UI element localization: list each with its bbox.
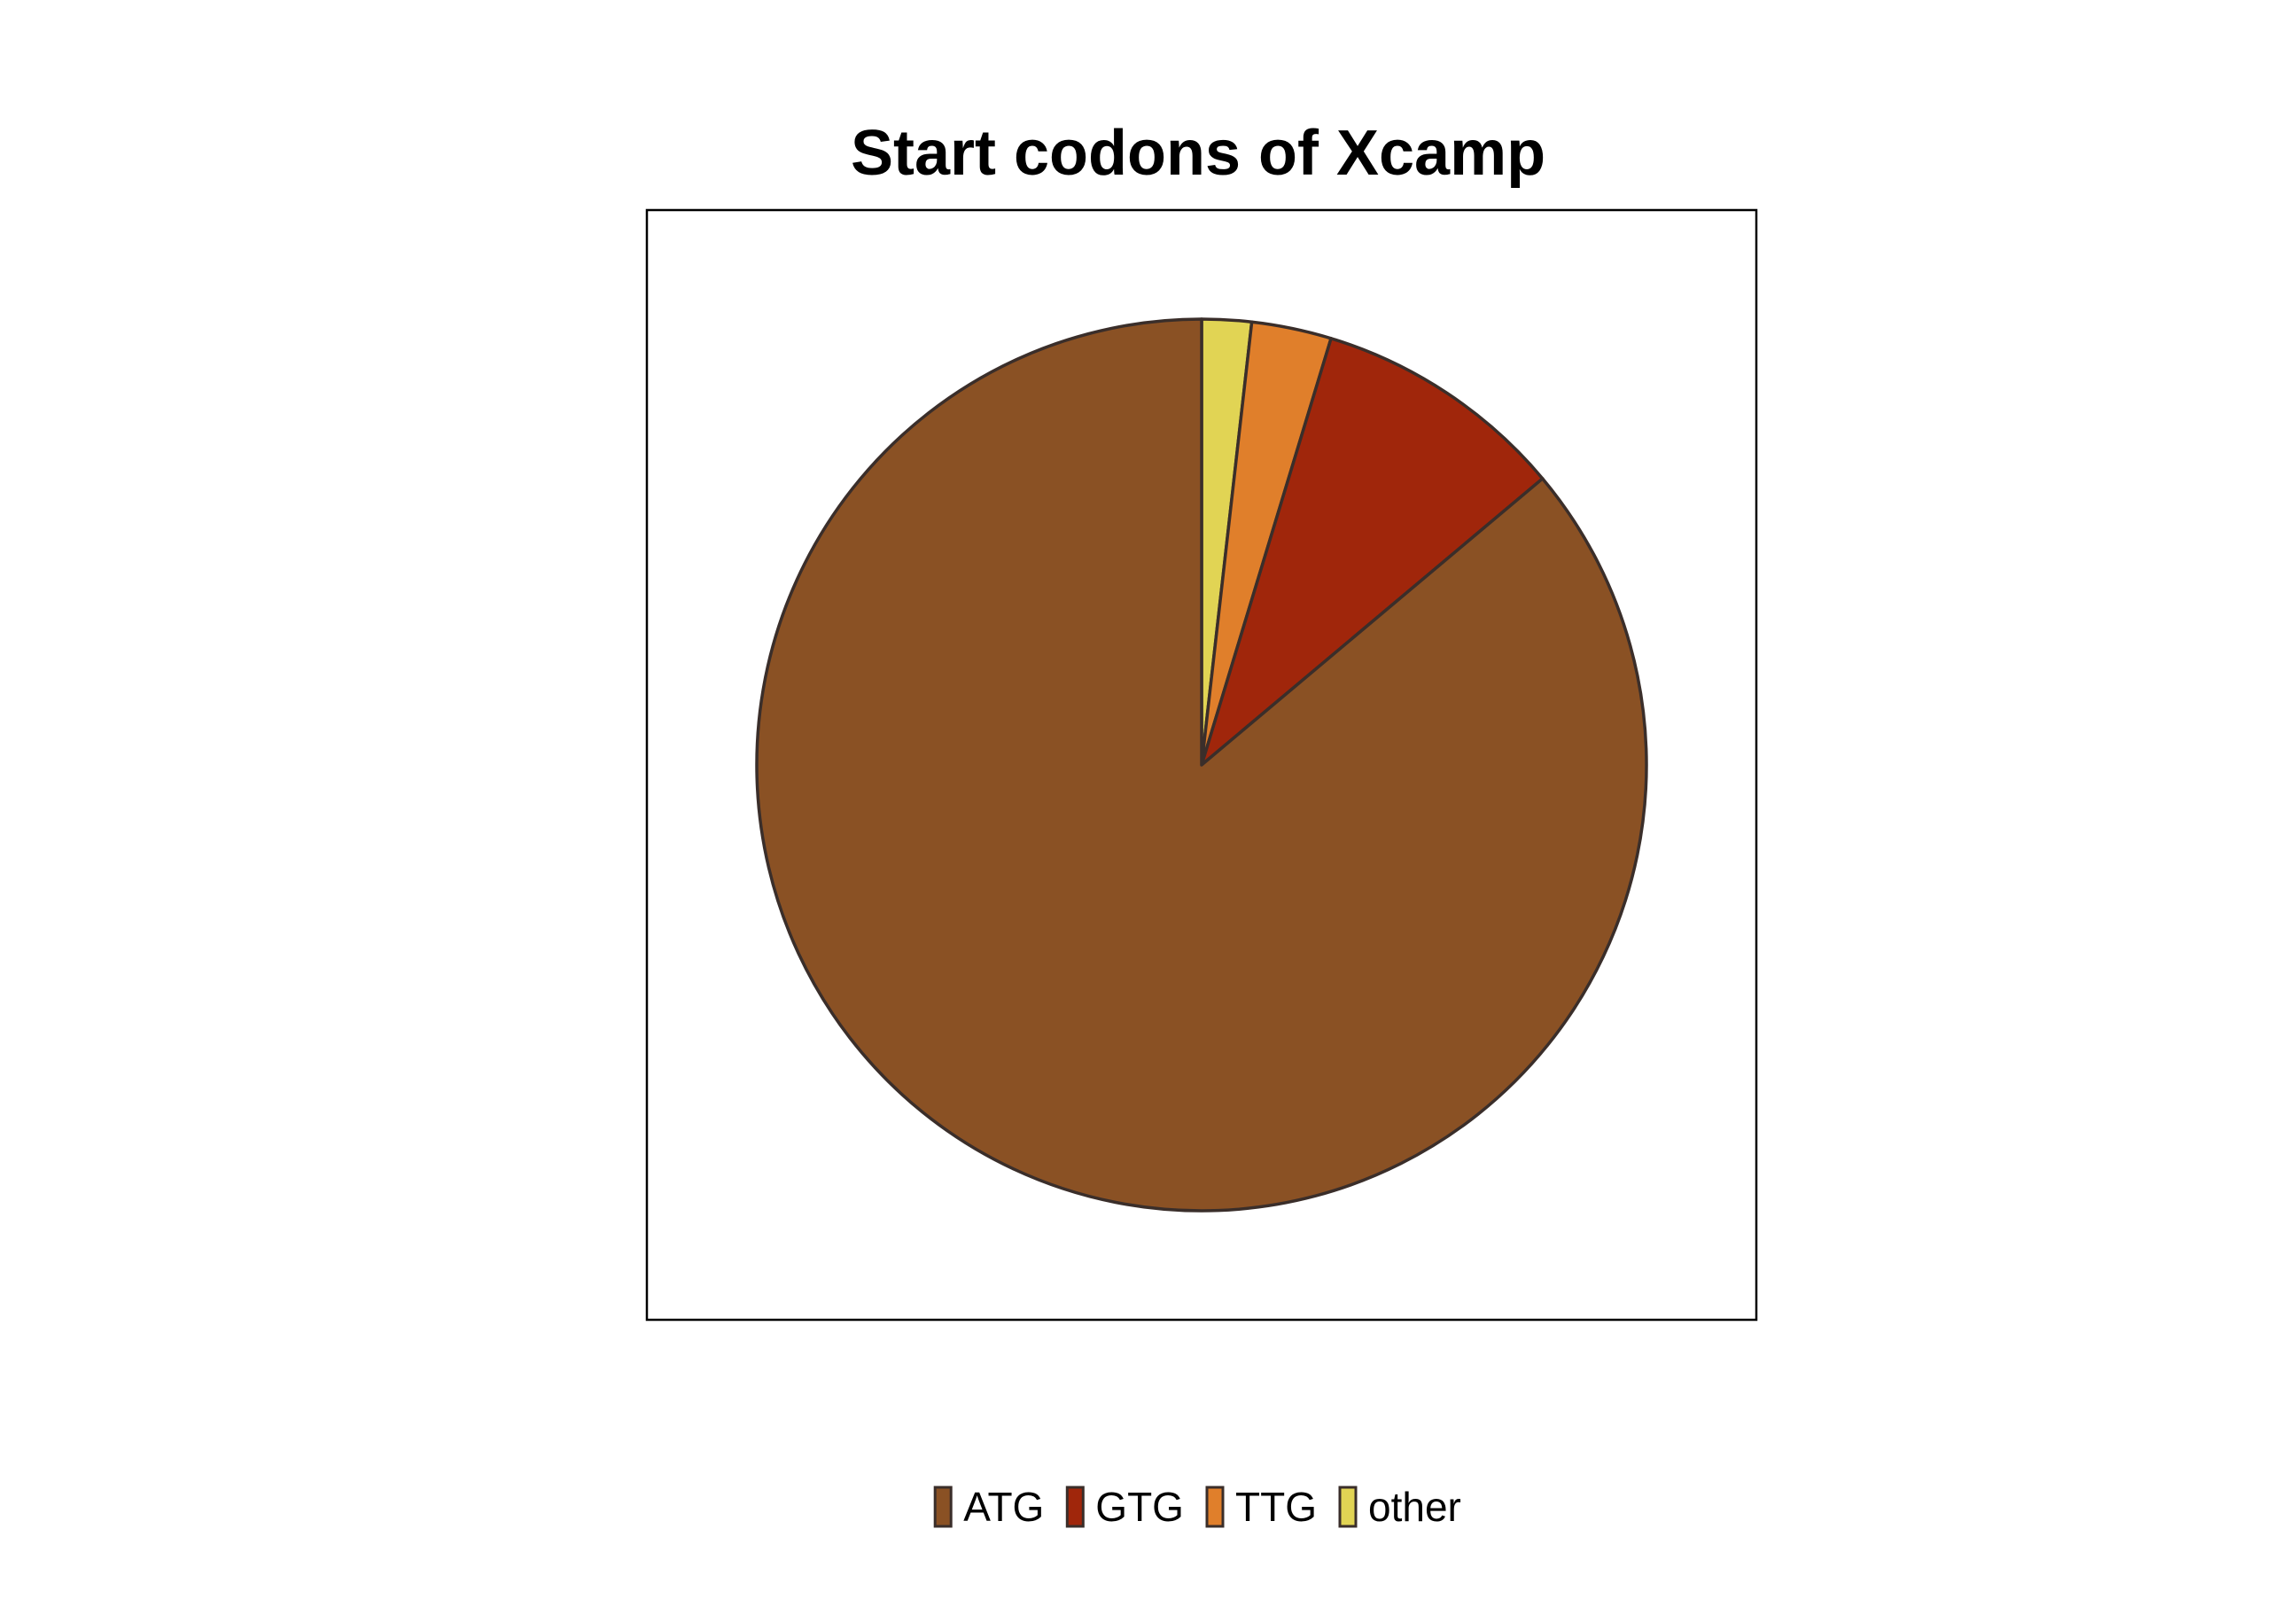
pie-slice-gtg	[1200, 337, 1545, 767]
legend-key-atg	[933, 1486, 953, 1528]
legend-key-gtg	[1065, 1486, 1085, 1528]
legend-label-ttg: TTG	[1235, 1484, 1317, 1530]
legend-label-atg: ATG	[963, 1484, 1044, 1530]
legend-label-other: other	[1368, 1484, 1461, 1530]
pie-slices	[755, 317, 1648, 1213]
pie-slice-atg	[755, 317, 1648, 1213]
plot-panel-border	[645, 208, 1758, 1322]
legend: ATG GTG TTG other	[933, 1484, 1461, 1530]
legend-key-other	[1338, 1486, 1358, 1528]
legend-label-gtg: GTG	[1095, 1484, 1184, 1530]
chart-title: Start codons of Xcamp	[851, 118, 1545, 189]
legend-key-ttg	[1205, 1486, 1225, 1528]
